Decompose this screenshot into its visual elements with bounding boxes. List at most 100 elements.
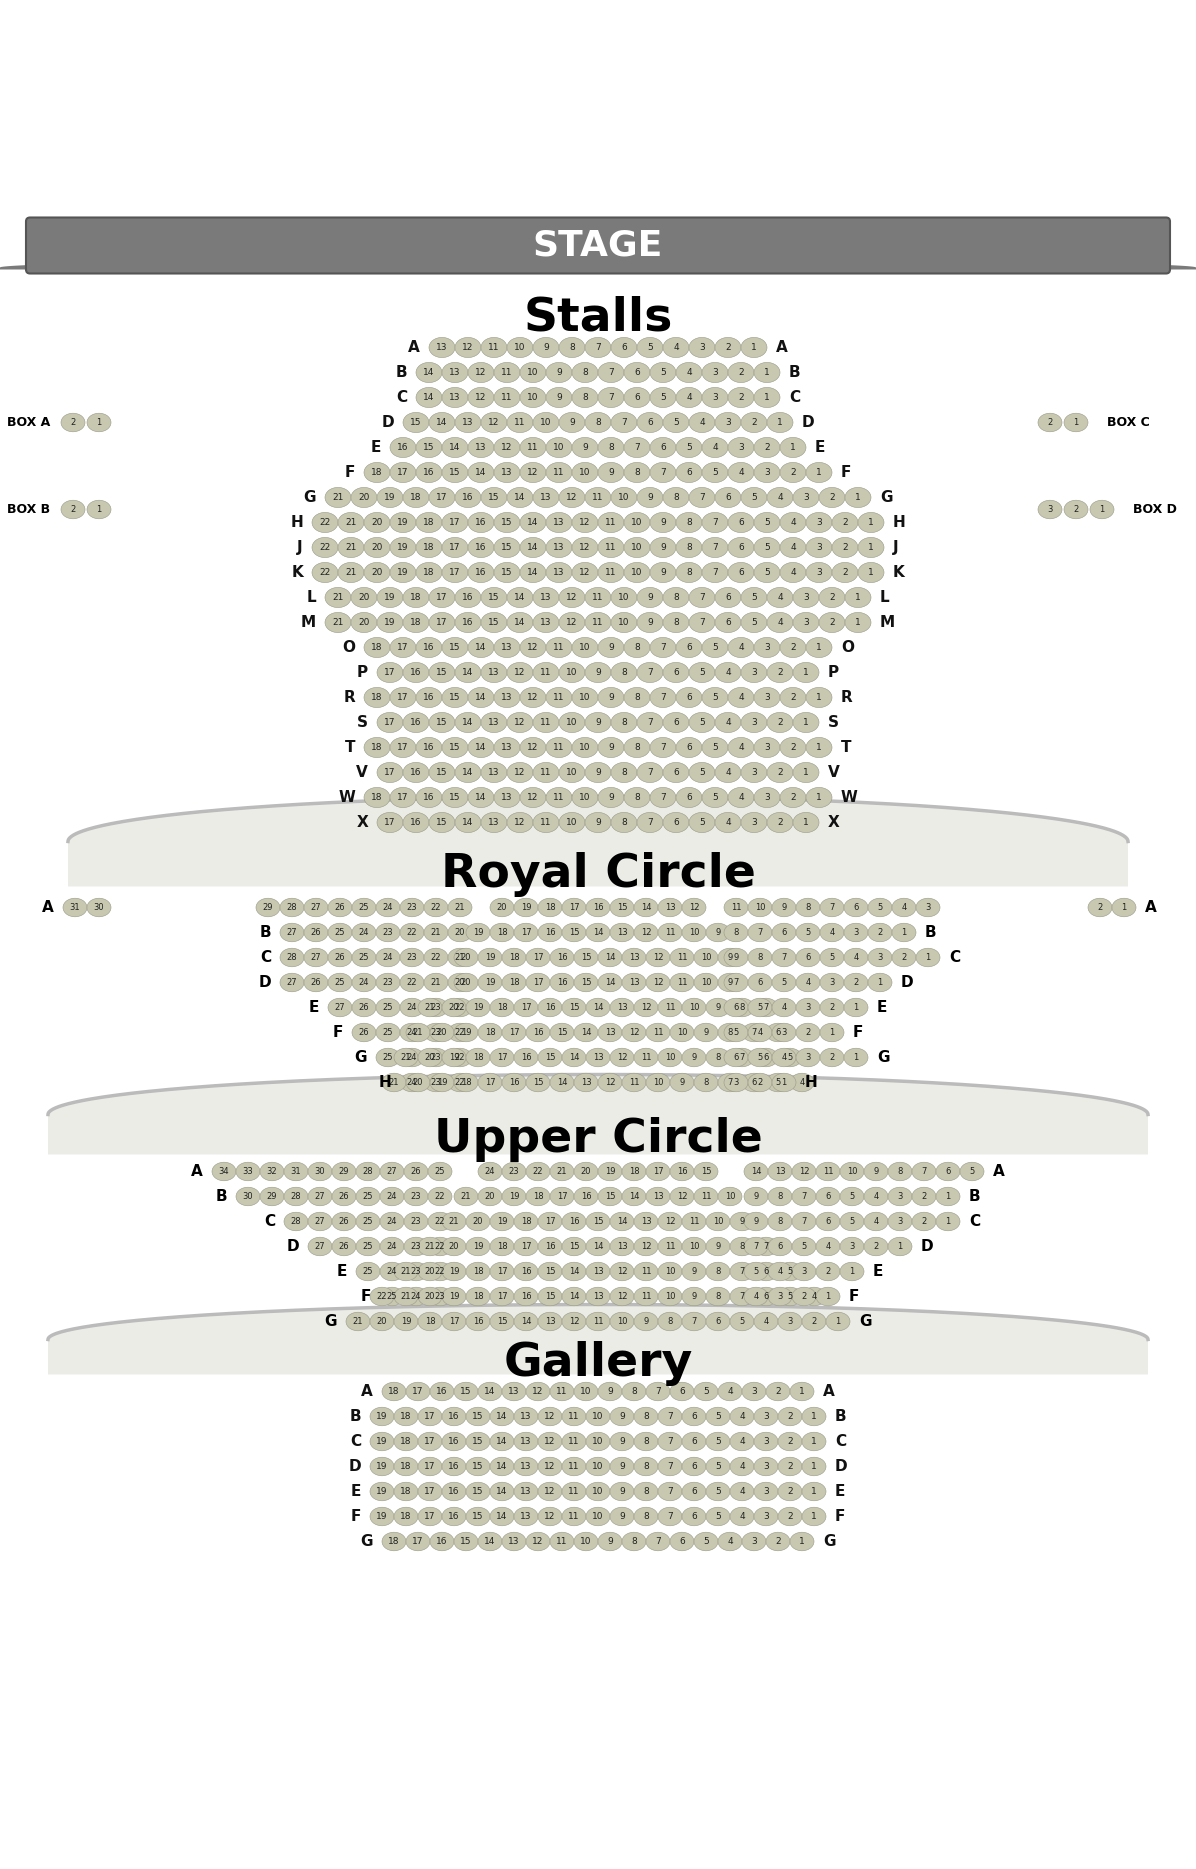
Text: E: E (371, 439, 382, 454)
Ellipse shape (417, 1432, 443, 1450)
Text: 25: 25 (335, 929, 346, 936)
Ellipse shape (547, 637, 572, 658)
Ellipse shape (771, 1049, 797, 1067)
Text: 13: 13 (501, 792, 513, 802)
Text: D: D (803, 415, 814, 430)
Text: 19: 19 (508, 1192, 519, 1202)
Ellipse shape (611, 338, 637, 357)
Ellipse shape (514, 1432, 538, 1450)
Text: 9: 9 (727, 977, 733, 987)
Ellipse shape (370, 1482, 393, 1501)
Ellipse shape (622, 1533, 646, 1551)
Text: 18: 18 (371, 467, 383, 477)
Text: R: R (343, 690, 355, 705)
Ellipse shape (820, 1022, 844, 1041)
Ellipse shape (844, 974, 868, 992)
Text: 16: 16 (581, 1192, 591, 1202)
Text: 5: 5 (829, 953, 835, 963)
Ellipse shape (405, 1022, 431, 1041)
Ellipse shape (370, 1407, 393, 1426)
Ellipse shape (586, 1213, 610, 1232)
Ellipse shape (806, 563, 832, 583)
Text: 14: 14 (475, 643, 487, 652)
Text: 4: 4 (873, 1192, 879, 1202)
Text: 16: 16 (568, 1217, 579, 1226)
Text: 5: 5 (715, 1462, 721, 1471)
Ellipse shape (706, 1213, 730, 1232)
Text: 9: 9 (647, 493, 653, 503)
Ellipse shape (586, 998, 610, 1017)
Ellipse shape (538, 1432, 562, 1450)
Ellipse shape (478, 1022, 502, 1041)
Text: 3: 3 (816, 544, 822, 551)
Text: 21: 21 (413, 1028, 423, 1037)
Text: 1: 1 (855, 592, 861, 602)
Ellipse shape (547, 462, 572, 482)
Ellipse shape (682, 1262, 706, 1280)
Text: 20: 20 (359, 619, 370, 626)
Text: 5: 5 (801, 1243, 806, 1250)
Text: 17: 17 (425, 1411, 435, 1420)
Text: 10: 10 (592, 1512, 604, 1521)
Ellipse shape (585, 413, 611, 432)
Text: C: C (789, 391, 800, 406)
Text: 2: 2 (738, 392, 744, 402)
Ellipse shape (646, 1533, 670, 1551)
Text: 4: 4 (777, 1267, 782, 1277)
Ellipse shape (454, 1533, 478, 1551)
Ellipse shape (797, 1049, 820, 1067)
Text: 12: 12 (475, 368, 487, 378)
Ellipse shape (715, 662, 742, 682)
Text: 20: 20 (371, 518, 383, 527)
Text: 9: 9 (643, 1318, 648, 1325)
Text: 22: 22 (431, 903, 441, 912)
Ellipse shape (364, 512, 390, 533)
Text: 14: 14 (514, 493, 526, 503)
Text: A: A (993, 1164, 1005, 1179)
Ellipse shape (478, 1383, 502, 1400)
Text: 15: 15 (581, 977, 591, 987)
Ellipse shape (819, 488, 846, 508)
Ellipse shape (748, 974, 771, 992)
Text: 19: 19 (384, 619, 396, 626)
Text: 16: 16 (556, 977, 567, 987)
Ellipse shape (550, 1073, 574, 1091)
Text: STAGE: STAGE (532, 228, 664, 262)
Text: 15: 15 (472, 1462, 483, 1471)
Text: 16: 16 (448, 1437, 459, 1447)
Ellipse shape (481, 613, 507, 632)
Text: 25: 25 (335, 977, 346, 987)
Ellipse shape (572, 637, 598, 658)
Text: 4: 4 (673, 344, 679, 351)
Text: 12: 12 (799, 1166, 810, 1176)
Text: 15: 15 (544, 1291, 555, 1301)
Text: D: D (835, 1460, 848, 1475)
Text: 13: 13 (508, 1387, 520, 1396)
Text: 27: 27 (311, 953, 322, 963)
Ellipse shape (547, 512, 572, 533)
Ellipse shape (780, 563, 806, 583)
Text: 4: 4 (739, 1411, 745, 1420)
Ellipse shape (663, 712, 689, 733)
Text: 2: 2 (811, 1318, 817, 1325)
Text: 2: 2 (878, 929, 883, 936)
Text: 7: 7 (801, 1192, 806, 1202)
Ellipse shape (585, 613, 611, 632)
Text: 6: 6 (691, 1411, 697, 1420)
Text: 12: 12 (567, 493, 578, 503)
Text: 8: 8 (739, 1243, 745, 1250)
Text: 4: 4 (687, 368, 691, 378)
Text: 3: 3 (926, 903, 930, 912)
Ellipse shape (624, 787, 649, 807)
Text: 8: 8 (631, 1387, 637, 1396)
Ellipse shape (702, 462, 728, 482)
Text: 16: 16 (410, 768, 422, 778)
Text: 22: 22 (407, 929, 417, 936)
Ellipse shape (728, 462, 753, 482)
Text: 2: 2 (873, 1243, 879, 1250)
Text: 7: 7 (660, 792, 666, 802)
Ellipse shape (844, 1049, 868, 1067)
Text: F: F (853, 1024, 864, 1039)
Text: 12: 12 (501, 443, 513, 452)
Ellipse shape (468, 688, 494, 708)
